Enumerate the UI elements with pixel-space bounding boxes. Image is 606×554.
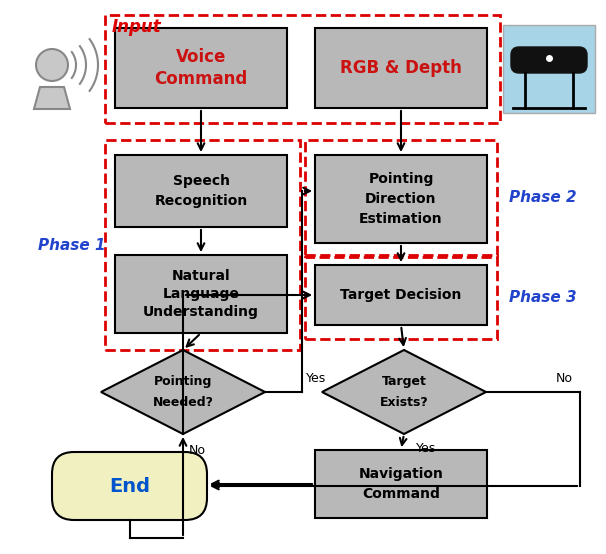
Bar: [115, 255, 287, 333]
Text: No: No: [188, 444, 205, 456]
Bar: [115, 28, 287, 108]
Bar: [315, 265, 487, 325]
Polygon shape: [34, 87, 70, 109]
Text: End: End: [109, 476, 150, 495]
Text: Pointing: Pointing: [368, 172, 434, 186]
Text: Exists?: Exists?: [379, 396, 428, 408]
Text: Recognition: Recognition: [155, 194, 248, 208]
Text: Input: Input: [112, 18, 162, 36]
Polygon shape: [101, 350, 265, 434]
Text: Natural: Natural: [171, 269, 230, 283]
Bar: [105, 15, 500, 123]
FancyBboxPatch shape: [52, 452, 207, 520]
Text: Navigation: Navigation: [359, 467, 444, 481]
Text: Estimation: Estimation: [359, 212, 443, 226]
Text: Yes: Yes: [416, 442, 436, 454]
Bar: [115, 155, 287, 227]
Text: Voice: Voice: [176, 48, 226, 66]
Text: No: No: [556, 372, 573, 384]
Text: Phase 2: Phase 2: [509, 189, 577, 204]
Bar: [105, 140, 300, 350]
Bar: [305, 140, 497, 255]
Bar: [315, 28, 487, 108]
Text: Target Decision: Target Decision: [341, 288, 462, 302]
Text: Phase 1: Phase 1: [38, 238, 106, 253]
Polygon shape: [322, 350, 486, 434]
Text: Phase 3: Phase 3: [509, 290, 577, 305]
Text: Command: Command: [155, 70, 248, 88]
Circle shape: [36, 49, 68, 81]
Bar: [503, 25, 595, 113]
Text: Language: Language: [162, 287, 239, 301]
Bar: [315, 155, 487, 243]
Text: Yes: Yes: [306, 372, 326, 384]
Bar: [315, 450, 487, 518]
Bar: [305, 257, 497, 339]
Text: RGB & Depth: RGB & Depth: [340, 59, 462, 77]
Text: Direction: Direction: [365, 192, 437, 206]
Text: Needed?: Needed?: [153, 396, 213, 408]
FancyBboxPatch shape: [511, 47, 587, 73]
Text: Speech: Speech: [173, 174, 230, 188]
Text: Target: Target: [382, 376, 427, 388]
Text: Pointing: Pointing: [154, 376, 212, 388]
Text: Understanding: Understanding: [143, 305, 259, 319]
Text: Command: Command: [362, 487, 440, 501]
